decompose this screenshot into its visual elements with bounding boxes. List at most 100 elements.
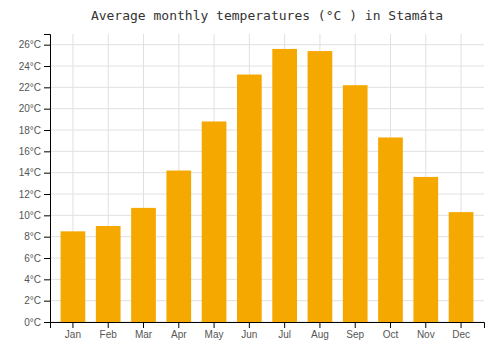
bar [166,171,191,322]
chart: 0°C 2°C 4°C 6°C 8°C 10°C 12°C 14°C 16°C 18°C 20°C 2… [0,0,500,350]
grid-line [50,172,484,173]
tick: 24°C [19,61,50,72]
tick-label: Jun [241,329,257,340]
tick-mark [44,87,50,88]
bar [96,226,121,322]
tick-mark [44,151,50,152]
tick-mark [44,45,50,46]
grid-line [50,108,484,109]
tick-label: 24°C [19,61,41,72]
tick-mark [284,322,285,328]
plot: 0°C 2°C 4°C 6°C 8°C 10°C 12°C 14°C 16°C 18°C 20°C 2… [19,34,485,340]
tick-label: Dec [452,329,470,340]
tick-mark [44,237,50,238]
tick-label: Nov [417,329,435,340]
tick: 4°C [24,274,50,285]
bar [343,85,368,322]
tick: 12°C [19,189,50,200]
grid-line [50,87,484,88]
tick: 26°C [19,39,50,50]
tick: Mar [135,322,153,340]
tick-mark [425,322,426,328]
tick-label: Aug [311,329,329,340]
tick-mark [44,109,50,110]
tick: Apr [171,322,187,340]
tick-mark [319,322,320,328]
tick-label: 22°C [19,82,41,93]
tick: 6°C [24,253,50,264]
tick-mark [355,322,356,328]
grid [50,34,484,322]
tick-mark [178,322,179,328]
tick-mark [214,322,215,328]
bar [449,212,474,322]
bars [61,49,474,322]
tick: 2°C [24,295,50,306]
tick-label: 8°C [24,231,41,242]
tick-label: May [205,329,224,340]
tick: Dec [452,322,470,340]
tick: Jun [241,322,257,340]
tick: 0°C [24,317,50,328]
bar [272,49,297,322]
tick: Oct [383,322,399,340]
tick: Nov [417,322,435,340]
bar [202,121,227,322]
tick: 22°C [19,82,50,93]
bar [308,51,333,322]
bar [61,231,86,322]
tick: 20°C [19,103,50,114]
tick: Feb [100,322,118,340]
tick-label: Feb [100,329,118,340]
tick-label: 12°C [19,189,41,200]
tick-mark [72,322,73,328]
tick-label: 18°C [19,125,41,136]
tick-label: 20°C [19,103,41,114]
bar [378,137,403,322]
axis-line [44,35,51,323]
tick-label: 16°C [19,146,41,157]
tick: 14°C [19,167,50,178]
tick-label: 4°C [24,274,41,285]
tick-mark [143,322,144,328]
tick-mark [44,215,50,216]
grid-line [50,151,484,152]
tick-mark [390,322,391,328]
grid-line [50,44,484,45]
tick-mark [44,194,50,195]
tick-mark [44,258,50,259]
tick-label: 6°C [24,253,41,264]
tick-label: 26°C [19,39,41,50]
tick-label: Mar [135,329,153,340]
tick-label: 10°C [19,210,41,221]
grid-line [50,66,484,67]
tick-mark [44,301,50,302]
bar [413,177,438,322]
tick: Aug [311,322,329,340]
axis-line [51,323,485,329]
tick-mark [461,322,462,328]
y-axis: 0°C 2°C 4°C 6°C 8°C 10°C 12°C 14°C 16°C 18°C 20°C 2… [19,35,51,328]
tick-label: Jan [65,329,81,340]
title: Average monthly temperatures (°C ) in St… [91,8,443,23]
tick-mark [44,173,50,174]
tick: Jul [278,322,291,340]
grid-line [50,130,484,131]
tick-mark [44,322,50,323]
x-axis: Jan Feb Mar Apr May Jun Jul Aug Sep Oct Nov Dec [51,322,485,340]
tick-mark [44,279,50,280]
tick: Sep [346,322,364,340]
tick-label: 0°C [24,317,41,328]
tick-label: Oct [383,329,399,340]
tick-label: Jul [278,329,291,340]
tick-mark [249,322,250,328]
tick-label: 14°C [19,167,41,178]
tick-label: 2°C [24,295,41,306]
tick: 10°C [19,210,50,221]
tick-mark [44,130,50,131]
tick: 16°C [19,146,50,157]
bar [237,75,262,322]
tick-mark [44,66,50,67]
tick: Jan [65,322,81,340]
tick: 18°C [19,125,50,136]
